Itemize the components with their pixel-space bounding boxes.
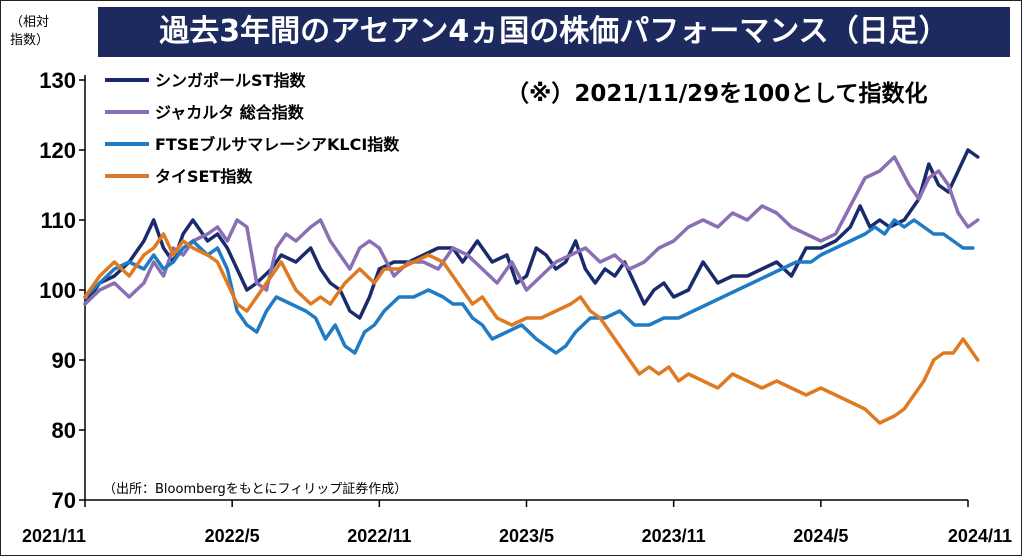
y-axis-unit-label: （相対指数） <box>10 15 50 48</box>
y-tick-label: 70 <box>52 488 76 513</box>
y-tick-label: 100 <box>39 278 76 303</box>
x-tick-label: 2022/5 <box>205 526 260 546</box>
y-tick-label: 120 <box>39 138 76 163</box>
series-line-1 <box>83 155 980 306</box>
x-tick-label: 2024/5 <box>793 526 848 546</box>
legend-label-1: ジャカルタ 総合指数 <box>155 103 305 122</box>
legend-label-3: タイSET指数 <box>155 167 253 186</box>
x-tick-label: 2023/5 <box>499 526 554 546</box>
x-tick-label: 2023/11 <box>642 526 706 546</box>
x-tick-label: 2022/11 <box>347 526 411 546</box>
chart-title: 過去3年間のアセアン4ヵ国の株価パフォーマンス（日足） <box>98 7 1010 57</box>
y-tick-label: 90 <box>52 348 76 373</box>
series-line-3 <box>83 232 980 425</box>
legend-label-0: シンガポールST指数 <box>155 71 306 90</box>
y-tick-label: 80 <box>52 418 76 443</box>
series-line-0 <box>83 148 980 320</box>
x-tick-label: 2021/11 <box>22 526 86 546</box>
y-tick-label: 130 <box>39 68 76 93</box>
source-note: （出所：Bloombergをもとにフィリップ証券作成） <box>103 482 408 497</box>
chart-note: （※）2021/11/29を100として指数化 <box>506 81 928 107</box>
legend-label-2: FTSEブルサマレーシアKLCI指数 <box>155 135 400 154</box>
x-tick-label: 2024/11 <box>948 526 1012 546</box>
series-line-2 <box>83 218 975 355</box>
y-tick-label: 110 <box>41 208 77 233</box>
